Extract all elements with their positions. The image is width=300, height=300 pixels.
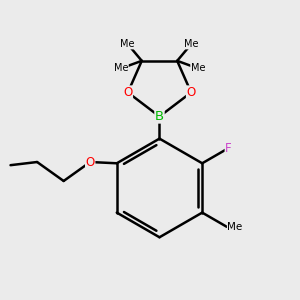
Text: O: O [123, 86, 133, 99]
Text: O: O [187, 86, 196, 99]
Text: B: B [155, 110, 164, 123]
Text: Me: Me [227, 222, 243, 232]
Text: O: O [85, 155, 95, 169]
Text: F: F [225, 142, 232, 154]
Text: Me: Me [184, 39, 199, 49]
Text: Me: Me [191, 63, 205, 74]
Text: Me: Me [114, 63, 128, 74]
Text: Me: Me [120, 39, 135, 49]
